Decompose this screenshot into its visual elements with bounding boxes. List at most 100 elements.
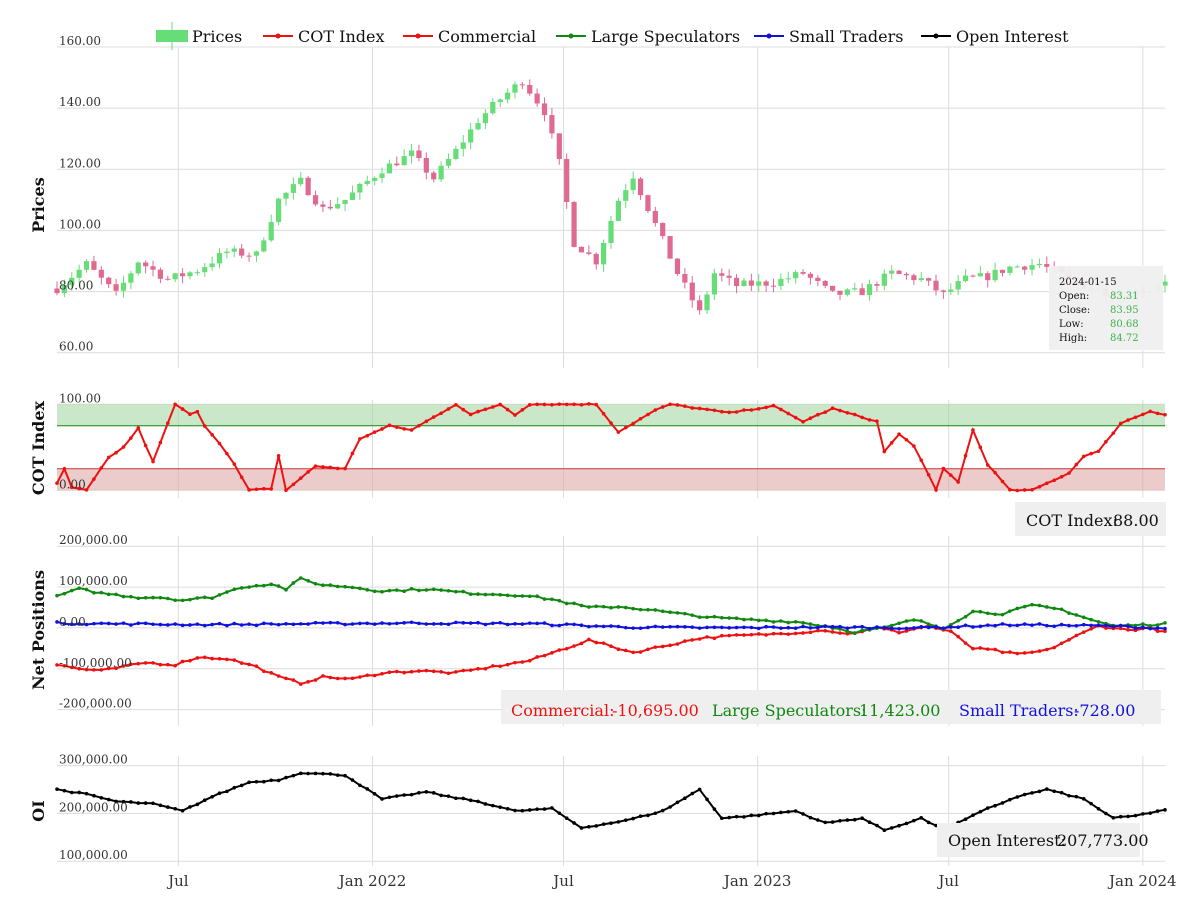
large-speculators-point (247, 585, 251, 589)
open-interest-point (166, 805, 170, 809)
commercial-point (92, 668, 96, 672)
open-interest-point (697, 787, 702, 792)
commercial-point (838, 631, 842, 635)
y-tick-label: 160.00 (59, 34, 101, 48)
cot-index-point (889, 441, 894, 445)
candle-body (571, 201, 577, 247)
commercial-point (816, 628, 820, 633)
large-speculators-point (461, 589, 466, 594)
candle-body (911, 275, 917, 281)
candle-body (187, 272, 193, 277)
open-interest-point (594, 824, 599, 828)
commercial-point (121, 664, 126, 668)
open-interest-point (114, 799, 118, 804)
cot-index-point (993, 470, 997, 475)
small-traders-point (254, 623, 259, 628)
large-speculators-point (202, 595, 207, 600)
open-interest-point (136, 801, 141, 805)
legend-item-commercial[interactable]: Commercial (403, 27, 536, 46)
large-speculators-point (675, 611, 680, 615)
open-interest-point (498, 805, 503, 809)
small-traders-point (550, 623, 554, 628)
commercial-point (1008, 650, 1012, 654)
open-interest-point (631, 816, 635, 821)
open-interest-point (343, 773, 347, 778)
candle-body (276, 198, 282, 223)
legend[interactable]: Prices COT Index Commercial Large Speculato… (156, 22, 1069, 50)
candle-body (837, 290, 843, 295)
cot-index-point (1096, 449, 1101, 454)
small-traders-point (756, 626, 761, 631)
cot-index-point (99, 466, 104, 470)
large-speculators-point (402, 589, 406, 594)
commercial-point (217, 656, 222, 661)
large-speculators-point (712, 614, 717, 619)
large-speculators-point (904, 619, 909, 623)
cot-index-point (1141, 412, 1145, 417)
small-traders-point (1074, 624, 1079, 628)
large-speculators-point (520, 594, 525, 598)
open-interest-point (1141, 812, 1145, 816)
commercial-point (646, 647, 650, 652)
open-interest-point (358, 783, 362, 788)
open-interest-point (579, 826, 584, 830)
small-traders-point (1022, 622, 1027, 626)
cot-index-point (321, 465, 325, 469)
cot-index-point (84, 488, 89, 492)
commercial-point (262, 669, 266, 674)
commercial-point (239, 661, 244, 665)
commercial-point (1104, 626, 1108, 630)
cot-index-point (845, 410, 850, 415)
legend-label-oi: Open Interest (956, 27, 1069, 46)
open-interest-point (926, 820, 931, 825)
large-speculators-point (188, 597, 192, 602)
legend-marker-icon (933, 33, 939, 39)
open-interest-point (1052, 789, 1056, 794)
open-interest-point (202, 798, 207, 802)
open-interest-point (764, 811, 768, 816)
cot-index-point (358, 437, 362, 441)
small-info-label: Small Traders: (959, 701, 1079, 720)
open-interest-point (1096, 807, 1101, 811)
small-traders-point (912, 626, 916, 630)
large-speculators-point (786, 620, 791, 625)
legend-item-cot[interactable]: COT Index (263, 27, 384, 46)
cot-index-point (387, 423, 392, 428)
large-speculators-point (313, 581, 318, 586)
commercial-point (594, 640, 599, 645)
commercial-point (276, 674, 281, 678)
cot-index-point (660, 405, 665, 409)
open-interest-point (55, 787, 59, 791)
tooltip-high-value: 84.72 (1110, 333, 1139, 344)
candle-body (76, 269, 82, 278)
cot-index-point (483, 407, 488, 412)
cot-index-point (291, 482, 296, 487)
small-traders-point (77, 622, 81, 626)
open-interest-point (306, 771, 310, 776)
open-interest-point (1059, 790, 1064, 795)
large-speculators-point (284, 588, 288, 592)
open-interest-point (365, 787, 370, 791)
candle-body (268, 222, 274, 241)
commercial-point (897, 630, 901, 635)
legend-item-prices[interactable]: Prices (156, 22, 242, 50)
commercial-point (202, 655, 207, 660)
small-traders-point (1008, 623, 1012, 628)
candle-body (497, 99, 503, 103)
large-speculators-point (1089, 617, 1093, 622)
candle-body (763, 281, 769, 286)
cot-index-point (262, 486, 266, 491)
commercial-point (439, 669, 443, 674)
large-speculators-point (173, 598, 177, 603)
small-traders-point (572, 622, 576, 627)
candle-body (1044, 263, 1050, 267)
cot-index-point (646, 412, 650, 417)
commercial-point (1052, 645, 1056, 650)
legend-item-oi[interactable]: Open Interest (921, 27, 1069, 46)
cot-index-point (712, 408, 717, 413)
candle-body (445, 158, 452, 166)
cot-index-point (749, 408, 754, 412)
legend-item-large[interactable]: Large Speculators (556, 27, 740, 46)
legend-item-small[interactable]: Small Traders (754, 27, 903, 46)
small-traders-point (926, 625, 931, 630)
